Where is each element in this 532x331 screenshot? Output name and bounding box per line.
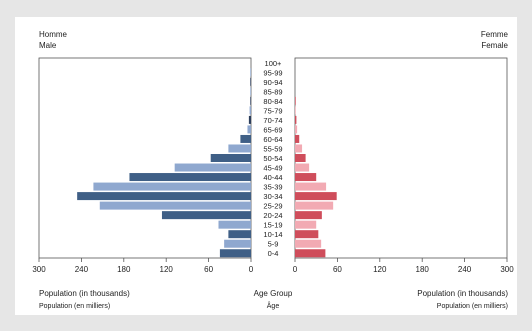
age-label-50-54: 50-54: [263, 154, 282, 163]
female-bar-65-69: [295, 125, 298, 134]
male-header-en: Male: [39, 41, 57, 50]
male-axis-title-fr: Population (en milliers): [39, 303, 110, 310]
male-tick-label-120: 120: [160, 265, 174, 274]
female-bar-55-59: [295, 144, 303, 153]
male-tick-label-60: 60: [204, 265, 213, 274]
female-axis-title-en: Population (in thousands): [417, 289, 508, 298]
age-axis-title-en: Age Group: [254, 289, 293, 298]
female-bar-75-79: [295, 106, 296, 115]
female-tick-label-240: 240: [458, 265, 472, 274]
male-bar-5-9: [224, 239, 251, 248]
female-tick-label-300: 300: [500, 265, 514, 274]
male-bar-35-39: [93, 182, 251, 191]
male-tick-label-240: 240: [75, 265, 89, 274]
male-bar-70-74: [248, 115, 251, 124]
male-bar-45-49: [174, 163, 251, 172]
male-bar-0-4: [219, 249, 251, 258]
male-bar-25-29: [99, 201, 251, 210]
male-axis-title-en: Population (in thousands): [39, 289, 130, 298]
female-bar-60-64: [295, 134, 300, 143]
female-bar-80-84: [295, 96, 296, 105]
male-bar-80-84: [250, 96, 251, 105]
female-header-en: Female: [481, 41, 508, 50]
age-label-35-39: 35-39: [263, 183, 282, 192]
chart-card: Homme Male Femme Female 100+ 95-99 90-94 85-89 8…: [15, 17, 517, 315]
male-bar-95-99: [250, 68, 251, 77]
male-bar-20-24: [161, 211, 251, 220]
female-bar-20-24: [295, 211, 322, 220]
male-bar-10-14: [228, 230, 251, 239]
age-label-85-89: 85-89: [263, 87, 282, 96]
female-plot-frame: [294, 57, 508, 259]
male-bar-30-34: [77, 192, 251, 201]
male-header-fr: Homme: [39, 30, 68, 39]
female-bar-50-54: [295, 154, 306, 162]
female-bar-15-19: [295, 220, 317, 229]
age-label-25-29: 25-29: [263, 202, 282, 211]
female-bar-40-44: [295, 173, 317, 182]
age-label-75-79: 75-79: [263, 106, 282, 115]
male-bar-60-64: [240, 134, 251, 143]
male-bar-15-19: [218, 220, 251, 229]
male-bar-75-79: [249, 106, 251, 115]
age-label-60-64: 60-64: [263, 135, 282, 144]
male-bar-55-59: [228, 144, 251, 153]
female-tick-label-180: 180: [416, 265, 430, 274]
male-bar-65-69: [247, 125, 251, 134]
age-label-40-44: 40-44: [263, 173, 282, 182]
age-label-80-84: 80-84: [263, 97, 282, 106]
female-bar-45-49: [295, 163, 310, 172]
female-bar-70-74: [295, 115, 297, 124]
age-label-55-59: 55-59: [263, 144, 282, 153]
male-tick-label-180: 180: [117, 265, 131, 274]
population-pyramid-chart: Homme Male Femme Female 100+95-9990-9485-898…: [32, 30, 514, 310]
age-label-5-9: 5-9: [268, 240, 279, 249]
female-axis-title-fr: Population (en milliers): [437, 303, 508, 310]
male-tick-label-0: 0: [249, 265, 254, 274]
female-bar-35-39: [295, 182, 327, 191]
male-bar-90-94: [250, 77, 251, 86]
age-label-100+: 100+: [265, 59, 283, 68]
age-label-30-34: 30-34: [263, 192, 282, 201]
female-bar-30-34: [295, 192, 337, 201]
male-bar-40-44: [129, 173, 251, 182]
age-label-65-69: 65-69: [263, 125, 282, 134]
age-label-90-94: 90-94: [263, 78, 282, 87]
male-bar-85-89: [250, 87, 251, 96]
male-bar-50-54: [210, 154, 251, 162]
female-bar-5-9: [295, 239, 322, 248]
age-label-10-14: 10-14: [263, 230, 282, 239]
female-bar-10-14: [295, 230, 319, 239]
age-label-45-49: 45-49: [263, 164, 282, 173]
age-label-15-19: 15-19: [263, 221, 282, 230]
female-tick-label-0: 0: [293, 265, 298, 274]
female-tick-label-120: 120: [373, 265, 387, 274]
female-bar-25-29: [295, 201, 334, 210]
age-label-0-4: 0-4: [268, 249, 279, 258]
age-axis-title-fr: Âge: [267, 301, 280, 310]
female-bar-0-4: [295, 249, 326, 258]
age-label-95-99: 95-99: [263, 68, 282, 77]
age-label-70-74: 70-74: [263, 116, 282, 125]
female-tick-label-60: 60: [333, 265, 342, 274]
age-label-20-24: 20-24: [263, 211, 282, 220]
female-header-fr: Femme: [481, 30, 509, 39]
male-tick-label-300: 300: [32, 265, 46, 274]
